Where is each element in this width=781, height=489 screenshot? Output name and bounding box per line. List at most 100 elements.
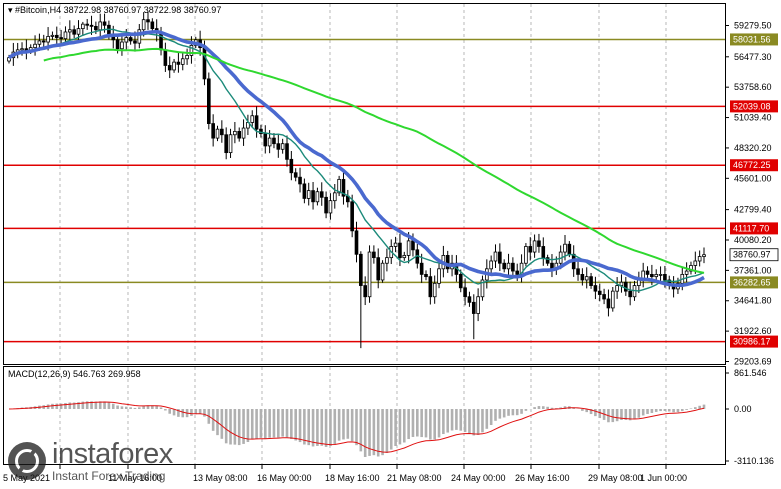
candle-body-81 [359,253,363,286]
levels-layer: 58031.56 52039.08 46772.25 41117.70 36282.65… [4,33,778,348]
candle-body-96 [424,274,428,278]
candle-body-68 [302,183,307,199]
candle-body-128 [563,243,567,253]
candle-body-113 [498,251,502,264]
ohlc-high: 38760.97 [103,5,142,15]
current-price-tag: 38760.97 [733,250,771,260]
candle-body-135 [593,285,598,292]
macd-panel-frame [3,366,726,465]
candle-body-90 [398,242,402,259]
candle-body-92 [406,240,411,256]
chart-header: ▾ #Bitcoin,H4 38722.98 38760.97 38722.98… [8,5,221,16]
ma-mid-line [8,29,705,288]
candle-body-69 [306,190,311,199]
y-tick-label-1: 56477.30 [734,52,772,62]
candle-body-159 [697,256,702,262]
candle-body-65 [289,158,294,174]
candle-body-80 [354,230,359,255]
candle-body-139 [610,290,615,309]
ma-slow-line [43,47,705,274]
candle-body-105 [463,287,467,298]
candle-body-143 [628,290,632,298]
candle-body-67 [298,176,302,185]
candle-body-37 [167,65,172,71]
candle-body-9 [46,36,50,43]
candle-body-50 [224,134,228,154]
candle-body-160 [702,254,706,257]
candle-body-30 [137,29,142,44]
candle-body-61 [272,137,276,145]
candle-body-149 [654,274,659,278]
level-label-4: 36282.65 [733,277,771,287]
x-tick-label-8: 29 May 08:00 [588,473,643,483]
candle-body-52 [233,131,237,136]
candle-body-40 [180,58,185,65]
candle-body-75 [332,192,337,202]
level-label-bg-2 [730,159,778,172]
y-tick-label-3: 51039.40 [734,113,772,123]
candle-body-83 [367,251,372,298]
candle-body-57 [254,115,259,130]
candle-body-56 [250,115,255,123]
axis-layer: 59279.50 56477.30 53758.60 51039.40 48320.20… [3,21,779,483]
ohlc-close: 38760.97 [183,5,222,15]
macd-layer [8,401,706,457]
candle-body-70 [311,190,315,203]
candle-body-132 [580,274,585,281]
level-label-3: 41117.70 [733,223,769,233]
candle-body-116 [511,262,515,272]
candle-body-53 [237,131,242,139]
candle-body-129 [567,243,572,255]
y-tick-label-10: 31922.60 [734,326,772,336]
candle-body-64 [285,143,289,160]
candle-body-12 [59,37,63,40]
ohlc-open: 38722.98 [63,5,102,15]
candle-body-148 [650,274,654,278]
dropdown-arrow-icon[interactable]: ▾ [8,5,13,15]
candle-body-60 [267,137,272,147]
moving-averages-layer [8,28,705,292]
candle-body-42 [189,44,194,56]
x-tick-label-1: 11 May 16:00 [108,473,162,483]
candle-body-29 [133,40,137,44]
main-chart-frame [3,3,726,365]
grid-layer [59,4,667,464]
candle-body-138 [606,298,611,309]
candle-body-156 [684,270,689,275]
candle-body-51 [228,134,233,154]
candle-body-62 [276,143,281,150]
candle-body-17 [81,23,85,30]
ohlc-low: 38722.98 [143,5,182,15]
candle-body-19 [89,24,94,27]
level-label-2: 46772.25 [733,160,771,170]
candle-body-38 [172,61,176,71]
instaforex-logo-icon [8,442,46,480]
level-label-bg-1 [730,100,778,113]
macd-tick-label-0: 861.546 [734,368,767,378]
candle-body-20 [94,25,98,31]
candle-body-84 [372,251,376,259]
candle-body-66 [293,172,298,178]
level-label-1: 52039.08 [733,101,771,111]
candle-body-11 [54,34,59,38]
candle-body-119 [524,246,528,264]
candle-body-95 [419,262,424,275]
candle-body-140 [615,285,619,292]
candle-body-77 [341,179,346,197]
candle-body-27 [124,37,129,43]
candle-body-14 [68,29,72,33]
x-tick-label-6: 24 May 00:00 [451,473,506,483]
level-label-bg-0 [730,33,778,46]
candle-body-16 [76,28,81,35]
candle-body-36 [163,49,168,66]
candle-body-33 [150,21,155,30]
candle-body-26 [120,41,124,50]
candle-body-123 [541,246,546,259]
candle-body-147 [645,270,650,275]
candle-body-7 [37,40,42,45]
candle-body-133 [584,276,589,281]
candle-body-46 [207,78,211,124]
candle-body-59 [263,133,268,147]
